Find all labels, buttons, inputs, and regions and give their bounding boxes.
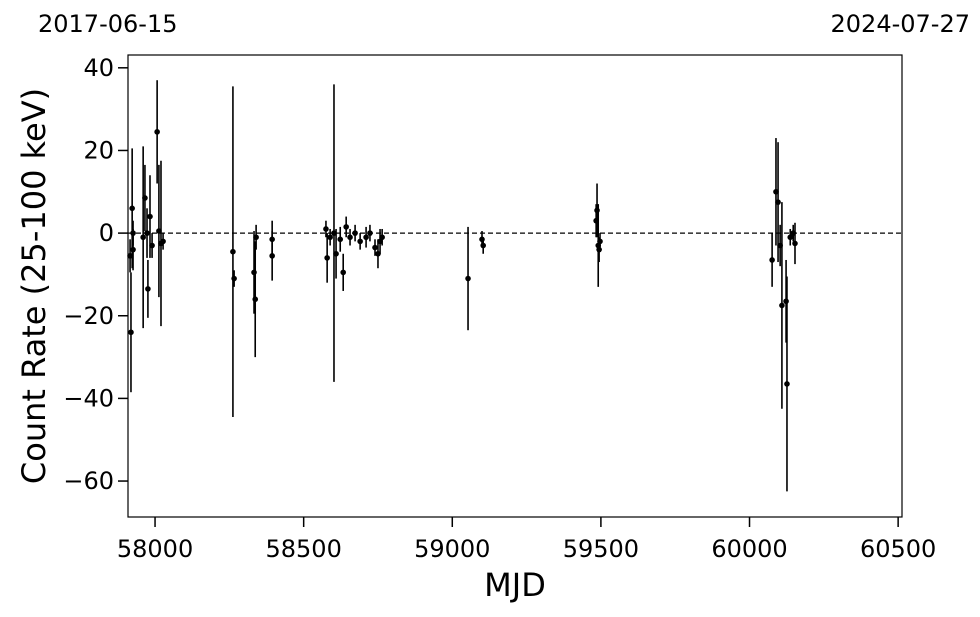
data-point bbox=[347, 234, 353, 241]
y-tick-label: −20 bbox=[63, 302, 114, 330]
data-point bbox=[160, 238, 166, 245]
data-point bbox=[140, 234, 146, 241]
y-tick-label: 20 bbox=[83, 136, 114, 164]
y-tick-label: −40 bbox=[63, 384, 114, 412]
date-annotation: 2024-07-27 bbox=[831, 10, 970, 38]
data-point bbox=[783, 298, 789, 305]
y-tick-label: −60 bbox=[63, 467, 114, 495]
data-point bbox=[357, 238, 363, 245]
data-point bbox=[792, 240, 798, 247]
data-point bbox=[323, 226, 329, 232]
data-point bbox=[372, 244, 378, 251]
data-point bbox=[144, 230, 150, 236]
x-tick-label: 60000 bbox=[711, 535, 787, 563]
data-point bbox=[147, 213, 153, 220]
data-point bbox=[352, 230, 358, 236]
data-point bbox=[363, 234, 369, 241]
data-point bbox=[775, 199, 781, 205]
data-point bbox=[142, 195, 148, 201]
x-tick-label: 58000 bbox=[117, 535, 193, 563]
data-point bbox=[231, 275, 237, 282]
data-point bbox=[340, 269, 346, 276]
data-point bbox=[252, 296, 259, 303]
data-point bbox=[779, 302, 785, 309]
data-point bbox=[465, 275, 471, 282]
data-point bbox=[333, 250, 339, 257]
y-tick-label: 0 bbox=[99, 219, 114, 247]
data-point bbox=[480, 242, 486, 249]
data-point bbox=[269, 253, 275, 259]
data-point bbox=[379, 234, 385, 241]
plot-frame bbox=[127, 54, 903, 518]
data-point bbox=[130, 230, 136, 236]
y-tick-label: 40 bbox=[83, 54, 114, 82]
data-point bbox=[128, 329, 134, 336]
data-point bbox=[230, 248, 236, 255]
x-axis-label: MJD bbox=[484, 566, 546, 604]
data-point bbox=[784, 381, 790, 387]
data-point bbox=[129, 205, 135, 212]
data-point bbox=[337, 236, 344, 243]
data-point bbox=[597, 238, 603, 245]
date-annotation: 2017-06-15 bbox=[38, 10, 177, 38]
data-point bbox=[145, 286, 151, 292]
data-point bbox=[324, 255, 330, 261]
x-tick-label: 58500 bbox=[265, 535, 341, 563]
data-point bbox=[130, 246, 136, 253]
x-tick-label: 60500 bbox=[860, 535, 936, 563]
data-point bbox=[367, 230, 373, 236]
data-point bbox=[154, 129, 160, 135]
data-point bbox=[787, 234, 794, 241]
x-tick-label: 59500 bbox=[563, 535, 639, 563]
data-point bbox=[769, 257, 775, 263]
data-point bbox=[343, 224, 349, 230]
data-point bbox=[596, 246, 602, 253]
y-axis-label: Count Rate (25-100 keV) bbox=[15, 88, 53, 484]
data-point bbox=[327, 234, 333, 241]
data-point bbox=[253, 234, 259, 241]
data-point bbox=[149, 242, 155, 249]
x-tick-label: 59000 bbox=[414, 535, 490, 563]
